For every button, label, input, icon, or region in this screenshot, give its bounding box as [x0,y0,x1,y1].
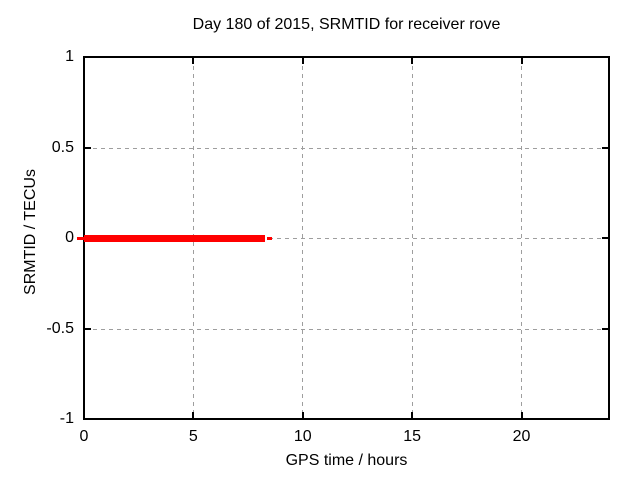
y-tick-label: 1 [65,48,74,65]
plot-border-right [608,56,610,420]
y-tick-label: -1 [59,410,74,427]
x-tick-top [83,57,85,64]
plot-border-bottom [83,418,610,420]
x-tick-label: 20 [512,428,531,445]
y-tick-label: -0.5 [46,319,74,337]
x-tick-top [411,57,414,64]
y-tick-right [602,418,609,420]
plot-border-top [83,56,610,58]
series-line [84,234,265,242]
y-tick-right [602,146,609,149]
y-tick-left [84,327,91,330]
y-gridline [85,238,608,239]
y-tick-right [602,56,609,58]
x-tick-top [301,57,304,64]
y-tick-right [602,237,609,239]
y-tick-right [602,327,609,330]
x-tick-top [520,57,523,64]
y-tick-left [84,56,91,58]
x-tick-bottom [411,412,414,419]
x-tick-label: 0 [79,428,89,445]
x-axis-label: GPS time / hours [285,452,408,469]
y-tick-label: 0.5 [51,138,74,156]
x-tick-bottom [520,412,523,419]
y-tick-left [84,146,91,149]
x-tick-label: 5 [188,428,198,445]
series-line-tail [266,236,272,240]
y-tick-label: 0 [65,229,74,246]
x-tick-bottom [83,412,85,419]
x-tick-label: 15 [403,428,422,445]
x-tick-bottom [192,412,195,419]
y-gridline [85,328,608,330]
x-tick-label: 10 [293,428,312,445]
y-gridline [85,147,608,149]
x-tick-bottom [301,412,304,419]
chart-title: Day 180 of 2015, SRMTID for receiver rov… [192,16,501,33]
series-line-overhang [77,236,84,240]
x-tick-top [192,57,195,64]
y-tick-left [84,418,91,420]
